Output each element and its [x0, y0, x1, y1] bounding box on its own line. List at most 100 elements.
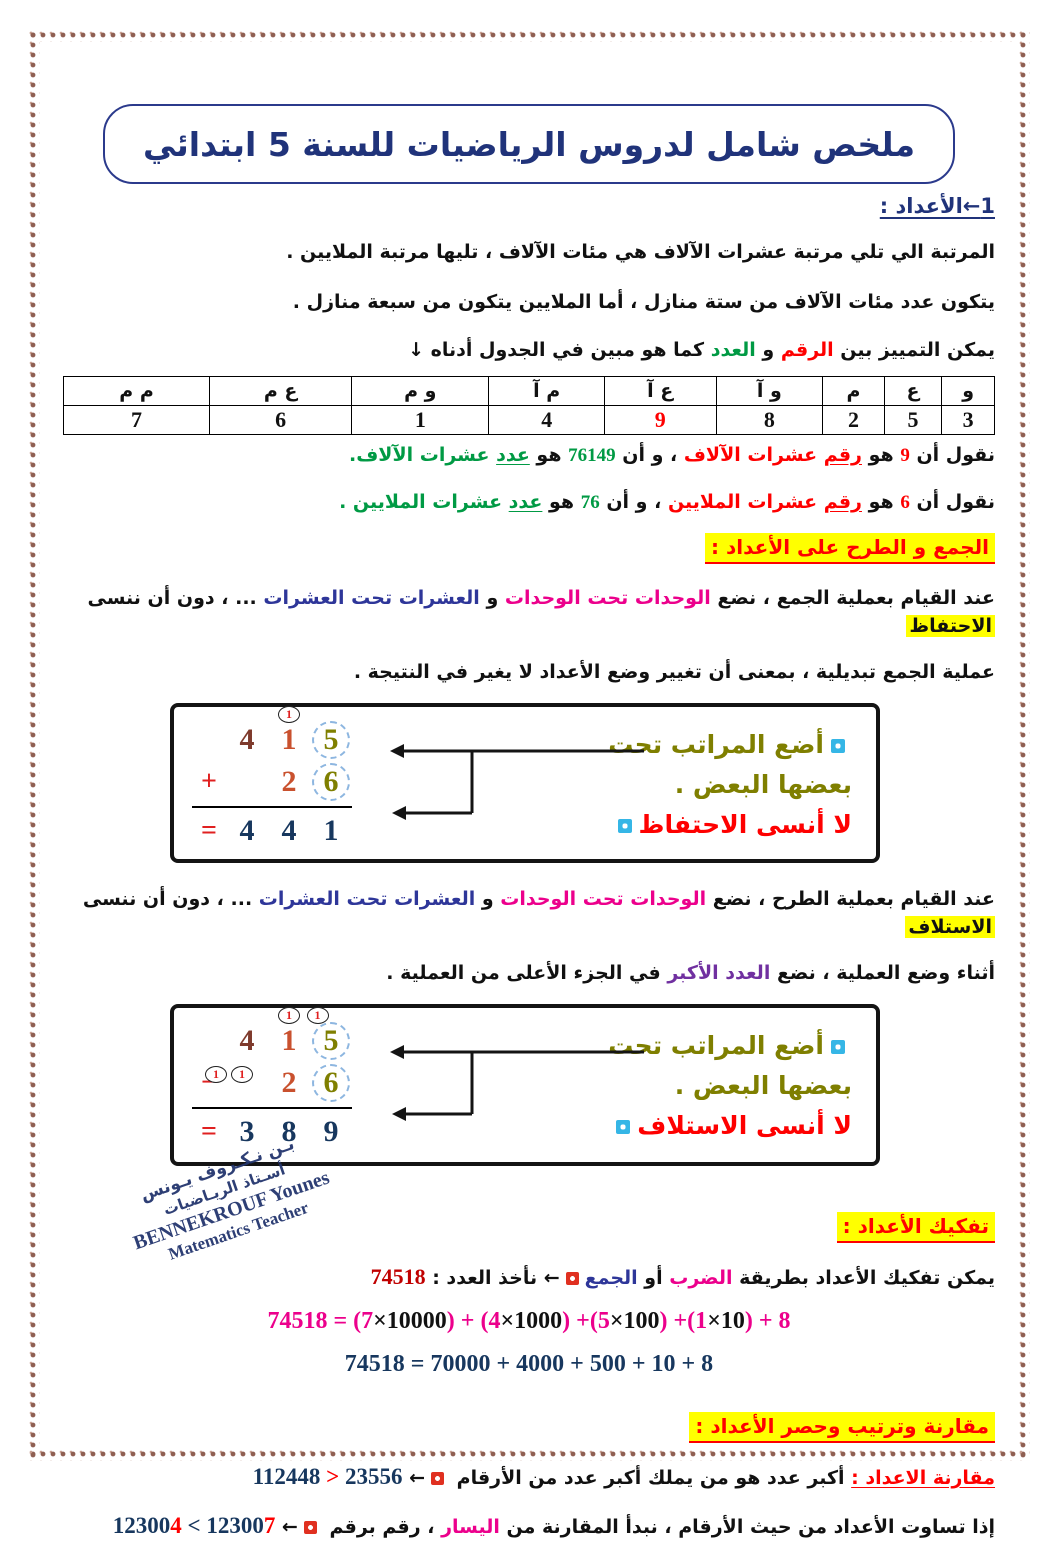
note1-c: ، و أن [615, 444, 684, 466]
eq1-seg: 74518 = (7 [267, 1308, 374, 1334]
compare-line2: إذا تساوت الأعداد من حيث الأرقام ، نبدأ … [63, 1512, 995, 1541]
dec-b: أو [637, 1267, 670, 1289]
paragraph-ranks: المرتبة الي تلي مرتبة عشرات الآلاف هي مئ… [63, 238, 995, 266]
borrow-circle: 1 [278, 1007, 300, 1024]
decompose-equation-product: 74518 = (7×10000) + (4×1000) +(5×100) +(… [63, 1308, 995, 1335]
note2-number: 76 [580, 492, 600, 513]
minuend-hundreds: 4 [239, 1024, 255, 1057]
addend1-hundreds: 4 [239, 723, 255, 756]
dec-c: ← نأخذ العدد : [425, 1267, 560, 1289]
word-left: اليسار [441, 1516, 500, 1538]
eq1-mult: ×10000 [373, 1308, 447, 1334]
subp1-a: عند القيام بعملية الطرح ، نضع [706, 888, 995, 910]
addp1-pink: الوحدات تحت الوحدات [504, 587, 711, 609]
small-number: 23556 [345, 1464, 403, 1489]
subp1-highlight: الاستلاف [905, 916, 995, 938]
comparison-expression-1: 112448 > 23556 [253, 1463, 403, 1491]
frame-edge-right [1018, 30, 1030, 1461]
intro-c: كما هو مبين في الجدول أدناه ↓ [408, 339, 711, 361]
value-cell: 7 [62, 405, 211, 435]
compare-section: مقارنة وترتيب وحصر الأعداد : مقارنة الاع… [63, 1396, 995, 1541]
header-cell: ع [883, 376, 943, 406]
addend2-units-digit: 6 [323, 765, 339, 798]
intro-a: يمكن التمييز بين [833, 339, 995, 361]
difference-line [192, 1107, 352, 1109]
note-borrow-text: لا أنسى الاستلاف [637, 1111, 852, 1140]
numbers-heading: 1←الأعداد : [879, 194, 995, 218]
equals-sign: = [201, 1116, 217, 1147]
word-raqm: الرقم [780, 339, 834, 361]
note2-b: هو [862, 491, 901, 513]
note-place-line2: بعضها البعض . [418, 765, 852, 805]
addition-rule-line1: عند القيام بعملية الجمع ، نضع الوحدات تح… [63, 584, 995, 640]
note1-raqm: رقم [823, 444, 862, 466]
page-title-box: ملخص شامل لدروس الرياضيات للسنة 5 ابتدائ… [103, 104, 955, 184]
note-place-text2: بعضها البعض . [674, 1071, 852, 1100]
note1-number: 76149 [568, 445, 616, 466]
subtraction-example-box: 4 1 1 1 5 − 1 1 2 [170, 1004, 880, 1166]
cyan-square-bullet-icon [831, 1040, 845, 1054]
value-cell: 2 [822, 405, 885, 435]
red-square-bullet-icon [303, 1521, 317, 1534]
header-cell: ع آ [603, 376, 717, 406]
frame-edge-left [28, 30, 40, 1461]
eq1-seg: ) +(1 [659, 1308, 708, 1334]
note2-green-phrase: عشرات الملايين . [339, 491, 509, 513]
paragraph-digit-count-text: يتكون عدد مئات الآلاف من ستة منازل ، أما… [292, 291, 995, 313]
add-sub-section: الجمع و الطرح على الأعداد : عند القيام ب… [63, 517, 995, 1166]
note2-c: ، و أن [599, 491, 668, 513]
addition-operation: 4 1 1 5 + 2 6 = 4 [192, 706, 418, 851]
borrow-circle: 1 [231, 1066, 253, 1083]
minuend-tens: 1 1 [268, 1007, 310, 1062]
minuend-units: 1 5 [306, 1007, 352, 1062]
subp2-b: في الجزء الأعلى من العملية . [386, 962, 668, 984]
header-cell: م م [62, 376, 211, 406]
subp1-c: ... ، دون أن ننسى [82, 888, 259, 910]
worksheet-page: { "colors": { "navy": "#20337a", "red": … [28, 30, 1030, 1538]
addend1-tens-digit: 1 [281, 723, 297, 756]
cyan-square-bullet-icon [616, 1120, 631, 1134]
sum-line [192, 806, 352, 808]
red-digit: 4 [170, 1513, 182, 1538]
note-line-1: نقول أن 9 هو رقم عشرات الآلاف ، و أن 761… [63, 441, 995, 470]
comparison-expression-2: 123004 < 123007 [113, 1512, 276, 1540]
decompose-heading: تفكيك الأعداد : [836, 1212, 995, 1243]
red-digit: 7 [263, 1513, 276, 1538]
addition-notes: أضع المراتب تحت بعضها البعض . لا أنسى ال… [418, 719, 866, 851]
cyan-square-bullet-icon [831, 739, 845, 753]
note-place-line2: بعضها البعض . [418, 1066, 852, 1106]
alignment-arrow-icon [390, 744, 644, 820]
borrow-circle: 1 [205, 1066, 227, 1083]
red-square-bullet-icon [431, 1472, 445, 1485]
arrow-text: ← [402, 1467, 426, 1489]
note-place-text2: بعضها البعض . [674, 770, 852, 799]
eq1-mult: ×100 [609, 1308, 660, 1334]
table-value-row: 3 5 2 8 9 4 1 6 7 [62, 405, 995, 435]
decompose-intro-line: يمكن تفكيك الأعداد بطريقة الضرب أو الجمع… [63, 1263, 995, 1292]
result-hundreds: 3 [239, 1115, 255, 1148]
dec-a: يمكن تفكيك الأعداد بطريقة [732, 1267, 995, 1289]
note-line-2: نقول أن 6 هو رقم عشرات الملايين ، و أن 7… [63, 488, 995, 517]
note1-digit: 9 [900, 445, 910, 466]
note-carry-line: لا أنسى الاحتفاظ [418, 805, 852, 845]
eq1-mult: ×10 [707, 1308, 745, 1334]
spacer-cell [192, 1020, 226, 1062]
units-circle: 6 [312, 763, 350, 801]
note2-d: هو [542, 491, 581, 513]
note2-red-phrase: عشرات الملايين [667, 491, 824, 513]
note-place-line1: أضع المراتب تحت [418, 1026, 852, 1066]
note1-green-phrase: عشرات الآلاف. [349, 444, 497, 466]
addp1-c: ... ، دون أن ننسى [87, 587, 264, 609]
value-cell: 5 [883, 405, 943, 435]
compare-line1: مقارنة الاعداد : أكبر عدد هو من يملك أكب… [63, 1463, 995, 1492]
page-title: ملخص شامل لدروس الرياضيات للسنة 5 ابتدائ… [142, 124, 916, 164]
alignment-arrow-icon [390, 1045, 644, 1121]
carry-circle: 1 [278, 706, 300, 723]
header-cell: و آ [715, 376, 824, 406]
decompose-section: بـن نـكـروف يـونس أسـتاذ الريـاضيات BENN… [63, 1134, 995, 1378]
subtraction-rule-line2: أثناء وضع العملية ، نضع العدد الأكبر في … [63, 959, 995, 987]
units-circle: 6 [312, 1064, 350, 1102]
subp1-b: و [475, 888, 501, 910]
addp1-b: و [479, 587, 505, 609]
dec-number: 74518 [370, 1264, 426, 1289]
